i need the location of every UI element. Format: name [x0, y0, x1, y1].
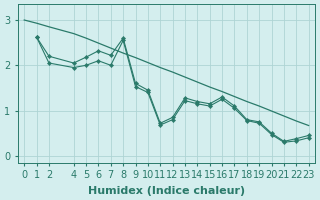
X-axis label: Humidex (Indice chaleur): Humidex (Indice chaleur) — [88, 186, 245, 196]
